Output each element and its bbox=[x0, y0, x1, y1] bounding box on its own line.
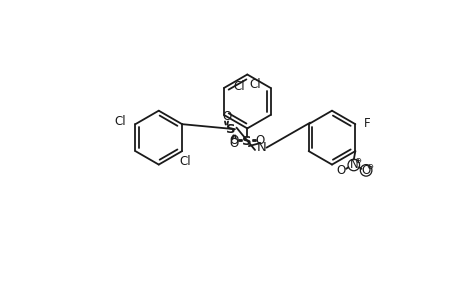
Text: O: O bbox=[229, 134, 238, 147]
Text: S: S bbox=[242, 135, 252, 148]
Text: O: O bbox=[361, 164, 370, 177]
Text: ⊕: ⊕ bbox=[353, 157, 360, 166]
Text: N: N bbox=[349, 158, 358, 172]
Text: N: N bbox=[256, 141, 265, 154]
Text: ⊖: ⊖ bbox=[366, 162, 373, 171]
Text: Cl: Cl bbox=[249, 78, 261, 92]
Text: Cl: Cl bbox=[233, 80, 245, 93]
Text: Cl: Cl bbox=[114, 115, 126, 128]
Text: O: O bbox=[221, 110, 230, 123]
Text: F: F bbox=[364, 117, 370, 130]
Text: O: O bbox=[336, 164, 345, 177]
Text: Cl: Cl bbox=[179, 155, 190, 168]
Text: O: O bbox=[229, 136, 238, 149]
Text: O: O bbox=[255, 134, 264, 147]
Text: S: S bbox=[225, 123, 235, 136]
